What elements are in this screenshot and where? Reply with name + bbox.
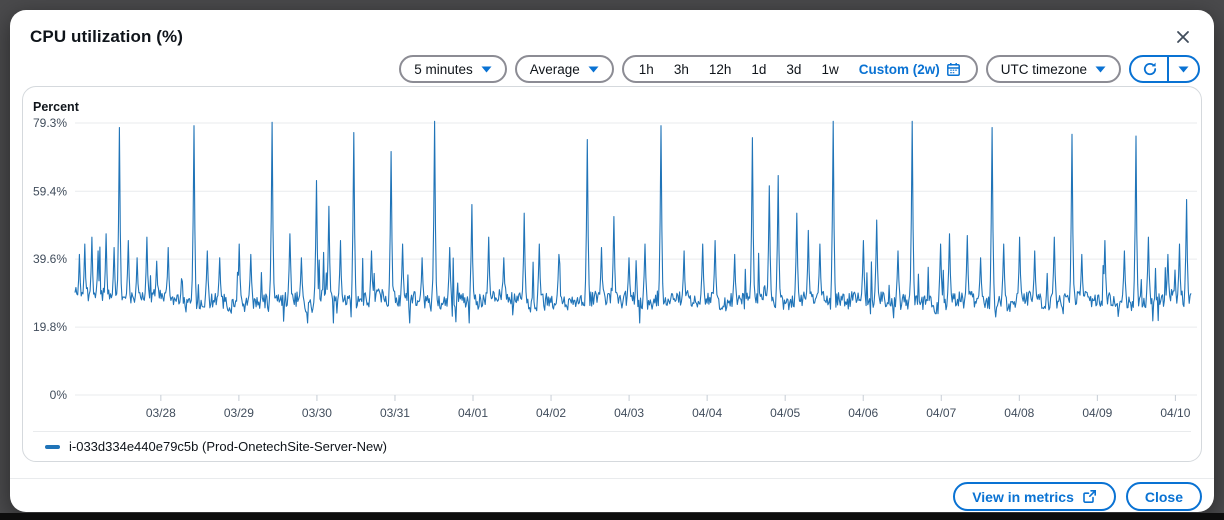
modal-footer: View in metrics Close — [953, 482, 1202, 511]
x-tick-label: 04/06 — [848, 406, 878, 420]
range-1w[interactable]: 1w — [821, 61, 839, 77]
refresh-options-button[interactable] — [1169, 57, 1198, 81]
statistic-dropdown[interactable]: Average — [514, 55, 614, 83]
y-axis-title: Percent — [33, 100, 80, 114]
refresh-button[interactable] — [1131, 57, 1169, 81]
time-range-group: 1h 3h 12h 1d 3d 1w Custom (2w) — [621, 55, 978, 83]
caret-down-icon — [1095, 66, 1106, 72]
timezone-label: UTC timezone — [1000, 61, 1087, 77]
legend-divider — [33, 431, 1191, 432]
x-tick-label: 04/08 — [1004, 406, 1034, 420]
x-tick-label: 04/01 — [458, 406, 488, 420]
backdrop-bottom-strip — [0, 513, 1224, 520]
caret-down-icon — [1178, 66, 1189, 72]
x-tick-label: 04/02 — [536, 406, 566, 420]
chart-toolbar: 5 minutes Average 1h 3h 12h 1d 3d 1w Custom (… — [10, 50, 1200, 88]
timezone-dropdown[interactable]: UTC timezone — [985, 55, 1121, 83]
page-title: CPU utilization (%) — [30, 27, 183, 46]
y-tick-label: 39.6% — [33, 252, 67, 266]
caret-down-icon — [481, 66, 492, 72]
custom-range-label: Custom (2w) — [858, 61, 940, 77]
legend-color-dash — [45, 444, 60, 449]
modal-close-button[interactable]: Close — [1125, 482, 1202, 511]
y-tick-label: 59.4% — [33, 184, 67, 198]
caret-down-icon — [588, 66, 599, 72]
range-1d[interactable]: 1d — [751, 61, 767, 77]
x-tick-label: 04/04 — [692, 406, 722, 420]
modal-header: CPU utilization (%) — [10, 10, 1214, 50]
legend-item[interactable]: i-033d334e440e79c5b (Prod-OnetechSite-Se… — [45, 439, 387, 454]
close-icon — [1177, 31, 1189, 43]
view-in-metrics-label: View in metrics — [972, 488, 1074, 505]
refresh-split-button — [1129, 55, 1200, 83]
chart-panel: Percent 79.3% 59.4% 39.6% 19.8% 0% 03/28 03/29 0… — [22, 86, 1202, 462]
x-tick-label: 04/05 — [770, 406, 800, 420]
y-tick-label: 0% — [50, 388, 68, 402]
y-tick-label: 19.8% — [33, 320, 67, 334]
external-link-icon — [1083, 490, 1096, 503]
x-tick-label: 03/29 — [224, 406, 254, 420]
x-axis: 03/28 03/29 03/30 03/31 04/01 04/02 04/03 04/04… — [146, 395, 1191, 420]
gridlines: 79.3% 59.4% 39.6% 19.8% 0% — [33, 116, 1197, 402]
close-button-label: Close — [1144, 488, 1183, 505]
view-in-metrics-button[interactable]: View in metrics — [953, 482, 1116, 511]
legend-label: i-033d334e440e79c5b (Prod-OnetechSite-Se… — [69, 439, 387, 454]
x-tick-label: 04/09 — [1082, 406, 1112, 420]
x-tick-label: 03/31 — [380, 406, 410, 420]
range-3d[interactable]: 3d — [786, 61, 802, 77]
y-tick-label: 79.3% — [33, 116, 67, 130]
x-tick-label: 03/30 — [302, 406, 332, 420]
close-button[interactable] — [1170, 24, 1196, 50]
x-tick-label: 03/28 — [146, 406, 176, 420]
refresh-icon — [1143, 62, 1157, 76]
period-label: 5 minutes — [414, 61, 473, 77]
x-tick-label: 04/07 — [926, 406, 956, 420]
cpu-utilization-modal: CPU utilization (%) 5 minutes Average 1h… — [10, 10, 1214, 512]
footer-divider — [10, 478, 1214, 479]
range-1h[interactable]: 1h — [638, 61, 654, 77]
period-dropdown[interactable]: 5 minutes — [399, 55, 507, 83]
x-tick-label: 04/03 — [614, 406, 644, 420]
range-3h[interactable]: 3h — [673, 61, 689, 77]
range-12h[interactable]: 12h — [708, 61, 732, 77]
x-tick-label: 04/10 — [1160, 406, 1190, 420]
range-custom[interactable]: Custom (2w) — [849, 62, 971, 77]
series-line — [74, 120, 1192, 324]
statistic-label: Average — [529, 61, 580, 77]
calendar-icon — [946, 62, 960, 76]
